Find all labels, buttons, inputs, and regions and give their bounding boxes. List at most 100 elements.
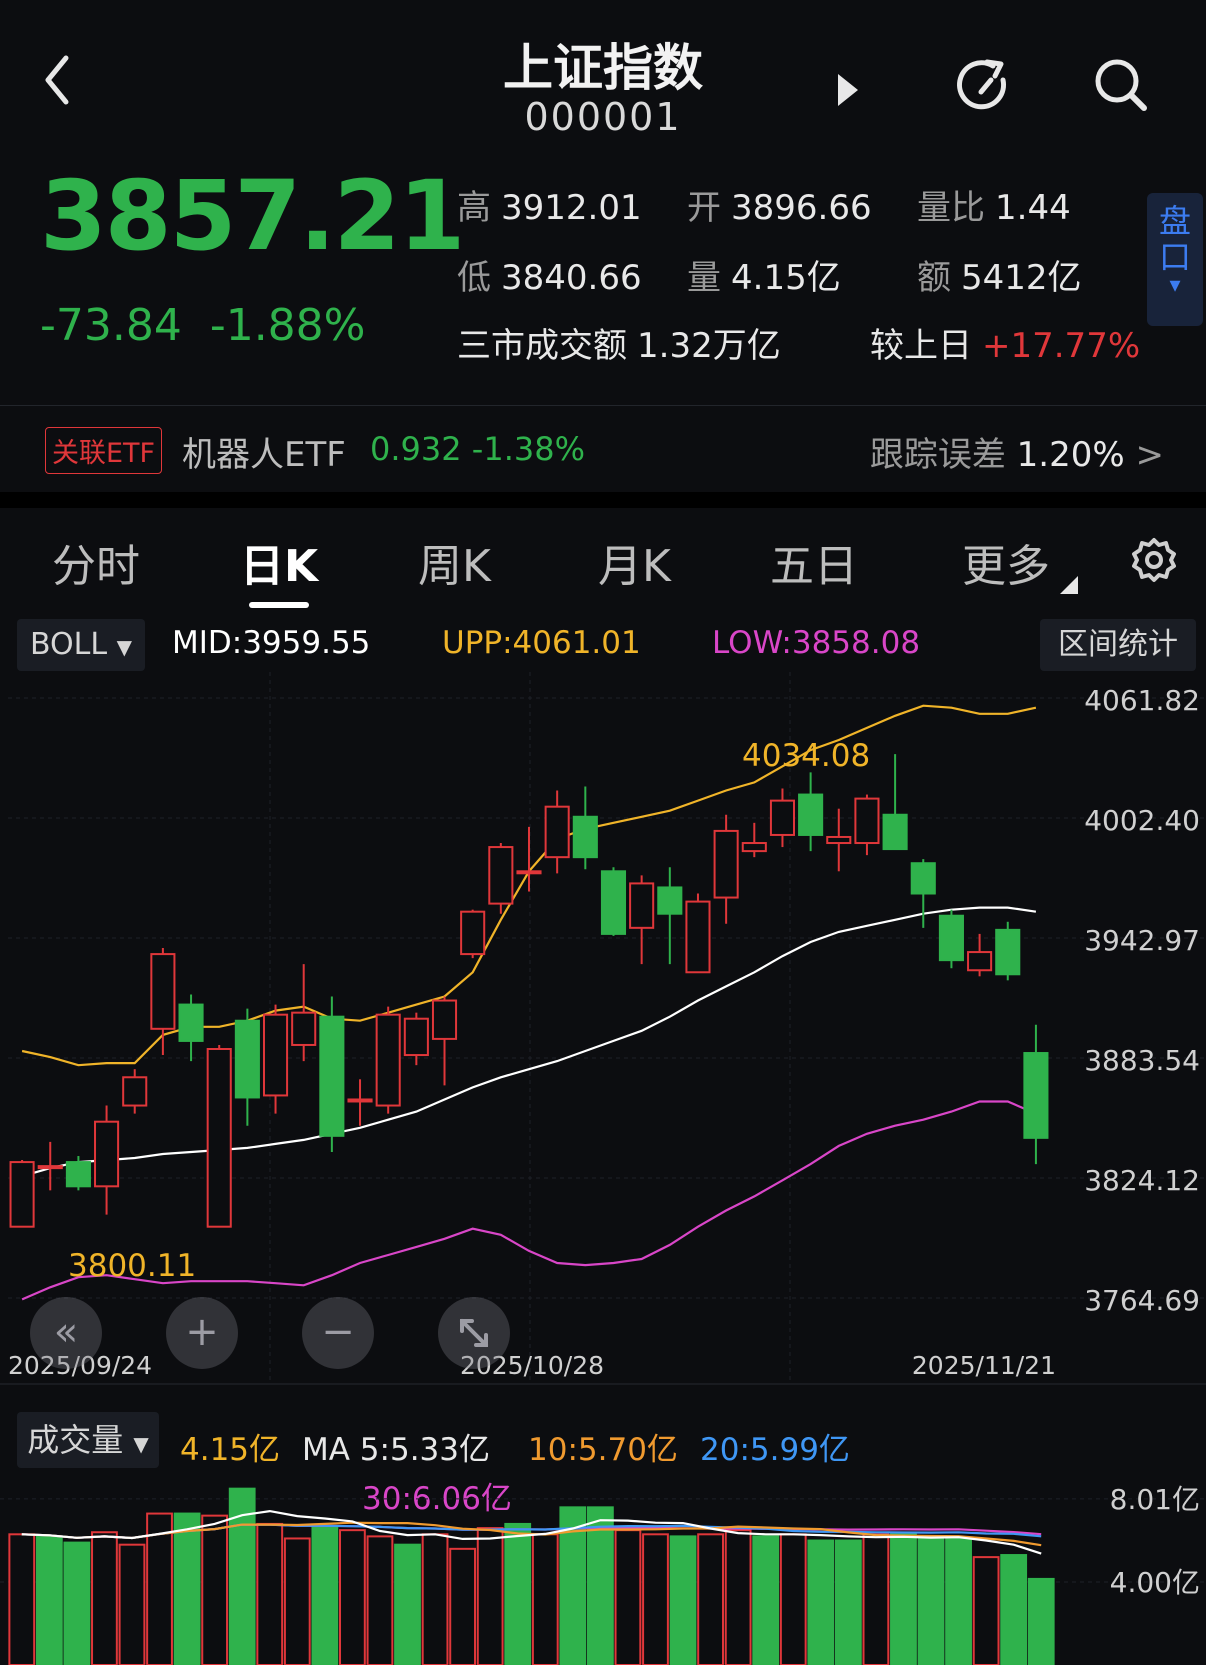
kline-chart[interactable]: 4061.82 4002.40 3942.97 3883.54 3824.12 3764.… <box>0 672 1206 1402</box>
candle <box>910 859 936 928</box>
candle-body <box>544 805 570 859</box>
volume-bar <box>146 1512 173 1665</box>
candle-body <box>769 799 796 836</box>
candle <box>685 893 711 974</box>
vol-y-tick-label: 8.01亿 <box>1110 1483 1200 1516</box>
candle-body <box>347 1098 373 1103</box>
candle-body <box>741 842 767 853</box>
active-tab-indicator <box>249 602 309 608</box>
volume-bar <box>91 1531 118 1665</box>
candle <box>347 1079 373 1126</box>
tab-five-day[interactable]: 五日 <box>770 541 858 592</box>
etf-name[interactable]: 机器人ETF <box>182 435 346 475</box>
vol-ma20: 20:5.99亿 <box>700 1432 850 1468</box>
vol-ma5: MA 5:5.33亿 <box>302 1432 490 1468</box>
candle-body <box>291 1011 317 1046</box>
candle-body <box>37 1165 63 1170</box>
chevron-down-icon: ▼ <box>133 1432 149 1456</box>
chevron-down-icon: ▼ <box>116 635 133 659</box>
candle <box>460 909 486 959</box>
stat-low: 低 3840.66 <box>457 258 642 298</box>
volume-bar <box>118 1543 146 1665</box>
candle <box>94 1105 120 1215</box>
volume-bar <box>504 1522 532 1665</box>
tab-daily-k[interactable]: 日K <box>240 541 319 592</box>
candle-body <box>600 870 627 935</box>
volume-bar <box>972 1556 1000 1665</box>
tab-monthly-k[interactable]: 月K <box>598 541 671 592</box>
tab-weekly-k[interactable]: 周K <box>418 541 491 592</box>
volume-bar <box>63 1541 91 1665</box>
stat-open: 开 3896.66 <box>687 188 872 228</box>
boll-mid-line <box>21 906 1037 1178</box>
candle-body <box>798 793 824 836</box>
zoom-in-button[interactable]: + <box>166 1297 238 1369</box>
vol-ma10: 10:5.70亿 <box>528 1432 678 1468</box>
change-percent: -1.88% <box>209 300 366 351</box>
candle-body <box>685 900 711 974</box>
y-tick-label: 4002.40 <box>1084 804 1200 837</box>
candle <box>600 867 627 936</box>
volume-bar <box>173 1512 201 1665</box>
etf-badge: 关联ETF <box>45 427 163 474</box>
volume-bar <box>669 1535 697 1665</box>
back-icon[interactable] <box>38 52 78 108</box>
candle <box>431 996 458 1086</box>
candle-body <box>319 1015 345 1137</box>
stat-market-turnover: 三市成交额 1.32万亿 <box>457 326 781 366</box>
candle <box>319 996 345 1152</box>
candle <box>967 933 993 977</box>
candle-body <box>431 999 458 1040</box>
candle-body <box>94 1120 120 1188</box>
volume-bar <box>476 1527 504 1665</box>
candle <box>769 788 796 848</box>
candle-body <box>206 1047 232 1228</box>
tab-more[interactable]: 更多 <box>962 541 1050 592</box>
change-value: -73.84 <box>40 300 182 351</box>
candle-body <box>882 813 908 851</box>
rewind-button[interactable]: « <box>30 1297 102 1369</box>
etf-quote: 0.932 -1.38% <box>370 430 585 468</box>
zoom-out-button[interactable]: − <box>302 1297 374 1369</box>
candle <box>234 1008 260 1126</box>
boll-low-label: LOW:3858.08 <box>712 625 921 661</box>
candle <box>375 1006 401 1114</box>
candle-body <box>995 928 1021 976</box>
indicator-select[interactable]: BOLL ▼ <box>17 619 145 671</box>
candle <box>657 867 683 965</box>
volume-bar <box>35 1535 63 1665</box>
refresh-icon[interactable] <box>955 56 1015 116</box>
play-next-icon[interactable] <box>836 72 860 108</box>
volume-indicator-select[interactable]: 成交量 ▼ <box>17 1412 159 1468</box>
tracking-error[interactable]: 跟踪误差 1.20% > <box>869 435 1164 475</box>
gear-icon[interactable] <box>1130 536 1178 584</box>
candle <box>9 1160 35 1228</box>
candle-body <box>460 910 486 956</box>
volume-bar <box>531 1533 559 1665</box>
pankou-button[interactable]: 盘 口 ▾ <box>1147 193 1203 326</box>
x-tick-label: 2025/11/21 <box>912 1351 1056 1380</box>
candle <box>629 875 655 965</box>
volume-chart[interactable]: 8.01亿 4.00亿 <box>0 1470 1206 1665</box>
vol-current: 4.15亿 <box>180 1432 281 1468</box>
candle <box>938 909 964 969</box>
fullscreen-button[interactable] <box>438 1297 510 1369</box>
stock-code: 000001 <box>524 95 682 139</box>
candle <box>572 786 598 870</box>
volume-bar <box>1000 1554 1028 1665</box>
candle <box>544 790 570 874</box>
candle-body <box>516 870 542 875</box>
boll-upp-label: UPP:4061.01 <box>442 625 641 661</box>
tab-intraday[interactable]: 分时 <box>52 541 140 592</box>
volume-bar <box>697 1533 724 1665</box>
range-stats-button[interactable]: 区间统计 <box>1040 619 1196 671</box>
search-icon[interactable] <box>1092 56 1152 116</box>
candle-body <box>629 882 655 929</box>
volume-bar <box>890 1533 917 1665</box>
volume-bar <box>724 1529 752 1665</box>
candle-body <box>910 862 936 895</box>
candle-body <box>938 914 964 962</box>
minus-icon: − <box>321 1309 355 1355</box>
candle-body <box>234 1019 260 1099</box>
chevron-down-icon: ▾ <box>1169 273 1181 298</box>
